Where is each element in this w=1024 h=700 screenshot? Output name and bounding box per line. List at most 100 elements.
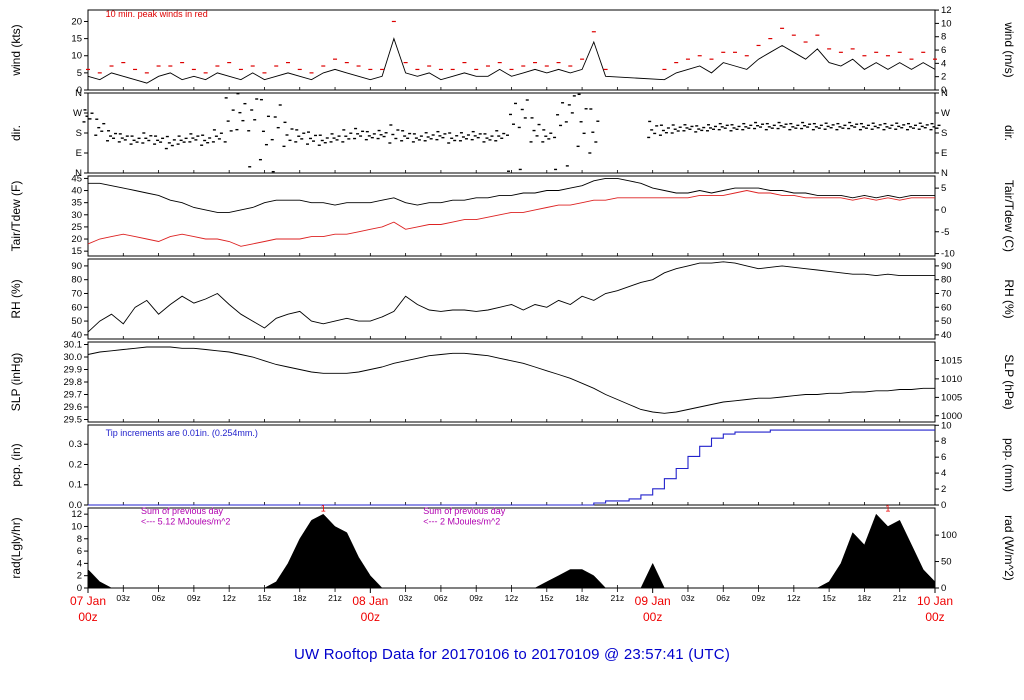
axis-title-left-slp: SLP (inHg) bbox=[9, 353, 23, 411]
y-tick-label-left-temp: 25 bbox=[71, 222, 82, 233]
x-hour-label: 06z bbox=[152, 593, 166, 603]
x-hour-label: 12z bbox=[787, 593, 801, 603]
y-tick-label-left-rh: 80 bbox=[71, 275, 82, 286]
x-day-label: 10 Jan bbox=[917, 594, 953, 608]
axis-title-left-dir: dir. bbox=[9, 125, 23, 141]
x-hour-label: 21z bbox=[611, 593, 625, 603]
y-tick-label-left-wind: 5 bbox=[77, 68, 82, 79]
tdew_f-line bbox=[87, 190, 935, 247]
y-tick-label-right-dir: S bbox=[941, 128, 947, 139]
y-tick-label-right-wind: 6 bbox=[941, 45, 946, 56]
y-tick-label-right-dir: N bbox=[941, 168, 948, 179]
axis-title-left-temp: Tair/Tdew (F) bbox=[9, 181, 23, 252]
annotation-rad: Sum of previous day bbox=[423, 506, 506, 516]
y-tick-label-left-dir: S bbox=[76, 128, 82, 139]
y-tick-label-left-dir: N bbox=[75, 88, 82, 99]
panel-frame-slp bbox=[87, 341, 936, 423]
axis-title-right-rad: rad (W/m^2) bbox=[1002, 515, 1016, 581]
y-tick-label-left-temp: 35 bbox=[71, 198, 82, 209]
y-tick-label-right-temp: 0 bbox=[941, 205, 946, 216]
axis-title-right-dir: dir. bbox=[1002, 125, 1016, 141]
annotation-rad: Sum of previous day bbox=[141, 506, 224, 516]
y-tick-label-right-pcp: 6 bbox=[941, 452, 946, 463]
y-tick-label-left-slp: 29.9 bbox=[64, 365, 83, 376]
rh_pct-line bbox=[87, 261, 935, 333]
y-tick-label-left-pcp: 0.1 bbox=[69, 480, 82, 491]
y-tick-label-left-rad: 4 bbox=[77, 558, 82, 569]
x-hour-label: 06z bbox=[434, 593, 448, 603]
axis-title-right-temp: Tair/Tdew (C) bbox=[1002, 180, 1016, 252]
y-tick-label-left-slp: 29.5 bbox=[64, 415, 83, 426]
x-hour-label: 18z bbox=[858, 593, 872, 603]
x-hour-label: 15z bbox=[822, 593, 836, 603]
x-hour-label: 09z bbox=[469, 593, 483, 603]
axis-title-left-wind: wind (kts) bbox=[9, 24, 23, 76]
y-tick-label-right-rh: 70 bbox=[941, 288, 952, 299]
y-tick-label-left-rh: 60 bbox=[71, 302, 82, 313]
axis-title-left-rad: rad(Lgly/hr) bbox=[9, 517, 23, 578]
y-tick-label-left-wind: 15 bbox=[71, 34, 82, 45]
x-day-label: 07 Jan bbox=[70, 594, 106, 608]
y-tick-label-left-rad: 10 bbox=[71, 521, 82, 532]
x-hour-label: 09z bbox=[187, 593, 201, 603]
annotation-pcp: Tip increments are 0.01in. (0.254mm.) bbox=[106, 428, 258, 438]
x-hour-label: 09z bbox=[752, 593, 766, 603]
x-hour-label: 12z bbox=[222, 593, 236, 603]
y-tick-label-left-rh: 40 bbox=[71, 330, 82, 341]
y-tick-label-left-pcp: 0.0 bbox=[69, 500, 82, 511]
axis-title-right-rh: RH (%) bbox=[1002, 279, 1016, 318]
x-hour-label: 18z bbox=[293, 593, 307, 603]
y-tick-label-left-temp: 45 bbox=[71, 173, 82, 184]
y-tick-label-right-pcp: 0 bbox=[941, 500, 946, 511]
x-hour-label: 03z bbox=[681, 593, 695, 603]
y-tick-label-right-wind: 10 bbox=[941, 18, 952, 29]
y-tick-label-right-pcp: 10 bbox=[941, 420, 952, 431]
x-hour-label: 12z bbox=[505, 593, 519, 603]
y-tick-label-right-rh: 40 bbox=[941, 330, 952, 341]
figure-title: UW Rooftop Data for 20170106 to 20170109… bbox=[293, 646, 731, 663]
y-tick-label-left-wind: 10 bbox=[71, 51, 82, 62]
y-tick-label-right-pcp: 2 bbox=[941, 484, 946, 495]
annotation-rad: <--- 5.12 MJoules/m^2 bbox=[141, 517, 231, 527]
axis-title-left-rh: RH (%) bbox=[9, 279, 23, 318]
y-tick-label-left-slp: 29.6 bbox=[64, 402, 83, 413]
tair_f-line bbox=[88, 177, 935, 213]
y-tick-label-left-wind: 20 bbox=[71, 16, 82, 27]
annotation-wind: 10 min. peak winds in red bbox=[106, 9, 208, 19]
y-tick-label-left-slp: 30.0 bbox=[64, 352, 83, 363]
axis-title-right-pcp: pcp. (mm) bbox=[1002, 438, 1016, 492]
y-tick-label-right-rh: 80 bbox=[941, 275, 952, 286]
y-tick-label-right-temp: -5 bbox=[941, 227, 949, 238]
x-hour-label: 21z bbox=[893, 593, 907, 603]
y-tick-label-left-dir: E bbox=[76, 148, 82, 159]
x-day-label: 08 Jan bbox=[352, 594, 388, 608]
y-tick-label-right-dir: E bbox=[941, 148, 947, 159]
x-day-label: 00z bbox=[925, 610, 944, 624]
y-tick-label-right-dir: N bbox=[941, 88, 948, 99]
panel-frame-rh bbox=[87, 258, 936, 340]
y-tick-label-right-slp: 1015 bbox=[941, 356, 962, 367]
x-hour-label: 03z bbox=[399, 593, 413, 603]
y-tick-label-right-rad: 50 bbox=[941, 557, 952, 568]
y-tick-label-left-temp: 30 bbox=[71, 210, 82, 221]
y-tick-label-right-slp: 1005 bbox=[941, 392, 962, 403]
x-hour-label: 21z bbox=[328, 593, 342, 603]
y-tick-label-right-wind: 8 bbox=[941, 32, 946, 43]
rad_lgly_hr-area bbox=[87, 513, 936, 589]
annotation-rad: 1 bbox=[321, 504, 326, 514]
y-tick-label-right-slp: 1000 bbox=[941, 411, 962, 422]
y-tick-label-left-rad: 0 bbox=[77, 583, 82, 594]
x-hour-label: 18z bbox=[575, 593, 589, 603]
pcp_in-step bbox=[88, 429, 935, 506]
y-tick-label-left-rad: 6 bbox=[77, 546, 82, 557]
y-tick-label-left-temp: 20 bbox=[71, 234, 82, 245]
y-tick-label-left-rh: 50 bbox=[71, 316, 82, 327]
axis-title-right-slp: SLP (hPa) bbox=[1002, 354, 1016, 409]
y-tick-label-right-wind: 0 bbox=[941, 85, 946, 96]
x-hour-label: 15z bbox=[258, 593, 272, 603]
y-tick-label-left-slp: 29.7 bbox=[64, 390, 83, 401]
y-tick-label-left-slp: 29.8 bbox=[64, 377, 83, 388]
y-tick-label-right-dir: W bbox=[941, 108, 950, 119]
y-tick-label-left-wind: 0 bbox=[77, 85, 82, 96]
